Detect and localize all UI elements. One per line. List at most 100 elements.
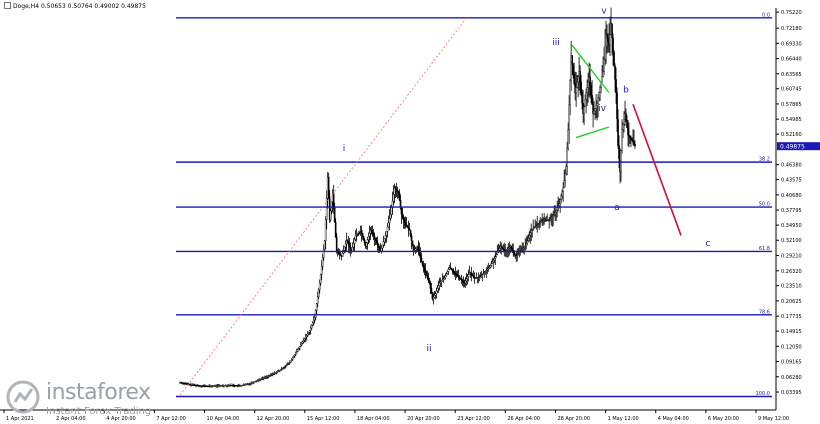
candle-body [361,233,364,237]
price-tick-label: 0.32100 [781,238,802,244]
candle-body [421,261,424,265]
candle-body [566,147,568,167]
candle-body [525,243,528,247]
candle-body [347,242,350,246]
candle-body [339,254,342,256]
candle-body [433,295,436,298]
time-tick-label: 23 Apr 12:00 [457,416,490,422]
chart-header: Doge,H4 0.50653 0.50764 0.49002 0.49875 [4,2,146,10]
candle-body [554,211,556,215]
candle-body [305,335,308,338]
price-tick-label: 0.03395 [781,390,802,396]
candle-body [529,232,532,236]
candle-body [614,65,616,80]
candle-body [564,173,566,181]
candle-body [383,238,386,242]
candle-body [569,80,571,106]
candle-body [306,333,309,336]
price-tick-label: 0.06280 [781,375,802,381]
candle-body [373,236,376,239]
candle-body [353,239,356,244]
candle-body [621,129,623,152]
wave-label-ii: ii [426,344,431,354]
candle-body [458,276,461,278]
instaforex-logo-icon [6,380,40,414]
candle-body [376,242,379,246]
candle-body [329,210,332,220]
candle-body [492,259,495,263]
price-tick-label: 0.75220 [781,10,802,16]
time-tick-label: 18 Apr 04:00 [357,416,390,422]
wave-label-b: b [623,86,629,96]
candle-body [387,222,390,228]
candle-body [594,108,596,112]
candle-body [436,288,439,292]
candle-body [428,280,431,284]
price-tick-label: 0.69330 [781,41,802,47]
candle-body [298,346,301,349]
candle-body [425,272,428,276]
candle-body [427,277,430,281]
candle-body [467,274,470,277]
wave-label-a: a [614,203,620,213]
candle-body [349,246,352,250]
candle-body [408,228,411,231]
price-tick-label: 0.52160 [781,132,802,138]
candle-body [586,87,588,93]
candle-body [565,166,567,174]
price-tick-label: 0.20625 [781,299,802,305]
candle-body [587,81,589,88]
candle-body [530,229,533,234]
price-tick-label: 0.37795 [781,208,802,214]
time-tick-label: 1 Apr 2021 [6,416,34,422]
candle-body [595,105,597,109]
candle-body [532,228,535,230]
candle-body [438,282,441,286]
price-tick-label: 0.43575 [781,178,802,184]
candle-body [323,240,326,250]
candle-body [313,317,316,321]
candle-body [423,266,426,271]
candle-body [575,87,577,93]
candle-body [278,370,281,372]
candle-body [330,201,333,211]
candle-body [445,273,448,276]
time-tick-label: 26 Apr 04:00 [507,416,540,422]
ohlc-readout: 0.50653 0.50764 0.49002 0.49875 [40,3,146,10]
candle-body [429,282,432,289]
time-tick-label: 7 Apr 12:00 [156,416,185,422]
candle-body [560,195,562,200]
candle-body [446,271,449,274]
wave-label-c: c [706,239,711,249]
candle-body [403,219,406,223]
candle-body [603,58,605,72]
candle-body [321,257,324,267]
candle-body [366,239,369,244]
candle-body [573,73,575,84]
candle-body [481,274,484,276]
price-tick-label: 0.23510 [781,284,802,290]
candle-body [297,347,300,350]
candle-body [343,246,346,251]
candle-body [304,336,307,339]
candle-body [381,244,384,249]
candle-body [332,192,335,208]
candle-body [382,241,385,246]
candle-body [498,247,501,251]
candle-body [344,243,347,248]
candle-body [604,46,606,60]
candle-body [622,124,624,130]
candle-body [632,140,634,143]
candle-body [301,341,304,344]
time-tick-label: 4 May 04:00 [658,416,689,422]
candle-body [375,240,378,244]
candle-body [606,34,608,39]
candle-body [625,113,627,122]
candle-body [371,232,374,235]
candle-body [322,248,325,258]
fib-level-label: 100.0 [756,391,770,397]
candle-body [420,257,423,263]
candle-body [317,289,320,298]
candle-body [352,243,355,248]
candle-body [335,236,338,252]
